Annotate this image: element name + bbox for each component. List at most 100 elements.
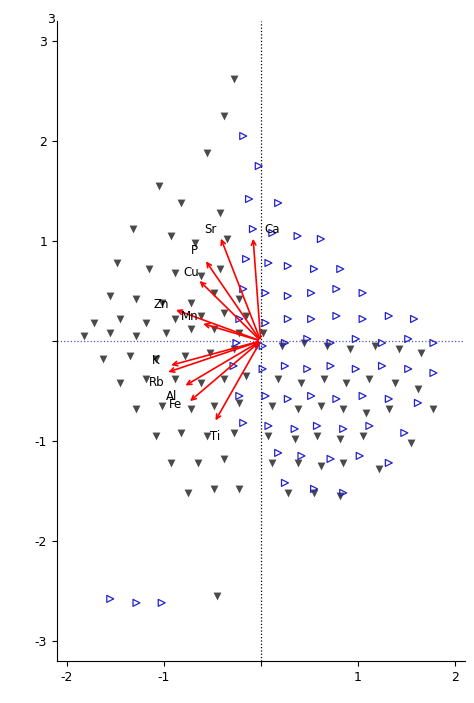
Point — [146, 264, 153, 275]
Point — [236, 328, 243, 339]
Text: Mn: Mn — [181, 311, 199, 323]
Point — [220, 373, 228, 385]
Point — [303, 363, 311, 375]
Point — [230, 73, 237, 84]
Point — [107, 290, 114, 302]
Text: 3: 3 — [47, 13, 55, 26]
Point — [284, 393, 292, 404]
Point — [429, 337, 437, 349]
Point — [342, 378, 350, 389]
Point — [317, 400, 325, 411]
Point — [210, 400, 218, 411]
Point — [404, 363, 412, 375]
Point — [262, 288, 269, 299]
Point — [410, 314, 418, 325]
Point — [339, 423, 347, 434]
Point — [274, 447, 282, 458]
Point — [172, 267, 179, 278]
Point — [339, 457, 347, 468]
Point — [337, 490, 344, 501]
Point — [307, 314, 315, 325]
Text: Cu: Cu — [183, 266, 199, 280]
Text: K: K — [152, 354, 160, 368]
Point — [249, 224, 257, 235]
Point — [313, 420, 321, 432]
Point — [126, 350, 134, 361]
Text: Ca: Ca — [264, 223, 280, 236]
Point — [407, 437, 415, 449]
Point — [155, 181, 163, 192]
Point — [113, 257, 121, 269]
Point — [333, 283, 340, 295]
Point — [168, 457, 175, 468]
Point — [417, 347, 425, 359]
Point — [346, 343, 354, 354]
Point — [216, 264, 224, 275]
Text: Zn: Zn — [154, 299, 169, 311]
Point — [429, 404, 437, 415]
Point — [107, 328, 114, 339]
Point — [158, 400, 165, 411]
Point — [274, 373, 282, 385]
Point — [365, 373, 373, 385]
Point — [303, 333, 311, 344]
Point — [339, 404, 347, 415]
Point — [317, 233, 325, 245]
Point — [395, 343, 402, 354]
Point — [356, 451, 364, 462]
Point — [207, 347, 214, 359]
Point — [242, 253, 250, 264]
Point — [239, 418, 247, 429]
Point — [197, 310, 204, 321]
Text: Ti: Ti — [210, 430, 220, 444]
Point — [401, 427, 408, 439]
Point — [264, 420, 272, 432]
Point — [230, 361, 237, 372]
Point — [133, 404, 140, 415]
Point — [359, 314, 366, 325]
Point — [242, 310, 250, 321]
Point — [239, 131, 247, 142]
Point — [255, 160, 263, 172]
Point — [291, 433, 299, 444]
Point — [252, 340, 260, 352]
Point — [259, 363, 266, 375]
Point — [262, 317, 269, 328]
Point — [210, 288, 218, 299]
Point — [187, 297, 195, 309]
Point — [230, 427, 237, 439]
Point — [359, 390, 366, 401]
Point — [80, 330, 88, 342]
Text: Sr: Sr — [204, 223, 217, 236]
Point — [203, 148, 211, 159]
Point — [310, 487, 318, 498]
Point — [158, 598, 165, 609]
Point — [378, 337, 386, 349]
Point — [385, 393, 392, 404]
Text: Al: Al — [165, 390, 177, 404]
Point — [362, 407, 369, 418]
Point — [294, 231, 301, 242]
Point — [269, 227, 276, 238]
Point — [310, 483, 318, 494]
Point — [352, 333, 360, 344]
Text: Fe: Fe — [168, 399, 182, 411]
Point — [184, 487, 191, 498]
Point — [372, 340, 379, 352]
Point — [133, 330, 140, 342]
Point — [294, 404, 301, 415]
Point — [236, 390, 243, 401]
Point — [284, 290, 292, 302]
Point — [310, 264, 318, 275]
Text: P: P — [191, 245, 198, 257]
Point — [142, 317, 150, 328]
Point — [298, 451, 305, 462]
Point — [223, 233, 230, 245]
Point — [301, 337, 308, 349]
Point — [323, 340, 330, 352]
Point — [365, 420, 373, 432]
Point — [359, 430, 366, 441]
Point — [284, 487, 292, 498]
Point — [177, 198, 185, 209]
Point — [385, 310, 392, 321]
